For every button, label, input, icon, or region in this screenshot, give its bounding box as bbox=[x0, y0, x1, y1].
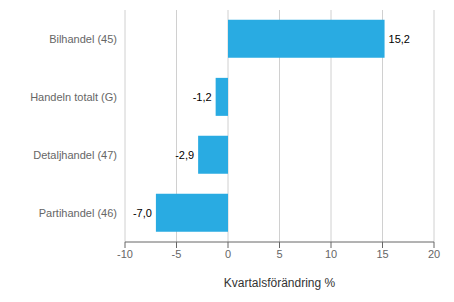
svg-text:-10: -10 bbox=[117, 248, 133, 260]
svg-text:-1,2: -1,2 bbox=[193, 91, 212, 103]
svg-text:-5: -5 bbox=[172, 248, 182, 260]
svg-text:Partihandel (46): Partihandel (46) bbox=[39, 207, 117, 219]
svg-text:20: 20 bbox=[428, 248, 440, 260]
svg-text:15,2: 15,2 bbox=[389, 33, 410, 45]
svg-text:-2,9: -2,9 bbox=[175, 149, 194, 161]
svg-text:0: 0 bbox=[225, 248, 231, 260]
svg-text:Handeln totalt (G): Handeln totalt (G) bbox=[30, 91, 117, 103]
svg-text:Kvartalsförändring %: Kvartalsförändring % bbox=[224, 276, 336, 290]
svg-text:15: 15 bbox=[376, 248, 388, 260]
svg-text:-7,0: -7,0 bbox=[133, 207, 152, 219]
svg-text:5: 5 bbox=[276, 248, 282, 260]
svg-text:10: 10 bbox=[325, 248, 337, 260]
svg-text:Detaljhandel (47): Detaljhandel (47) bbox=[33, 149, 117, 161]
svg-text:Bilhandel (45): Bilhandel (45) bbox=[49, 33, 117, 45]
